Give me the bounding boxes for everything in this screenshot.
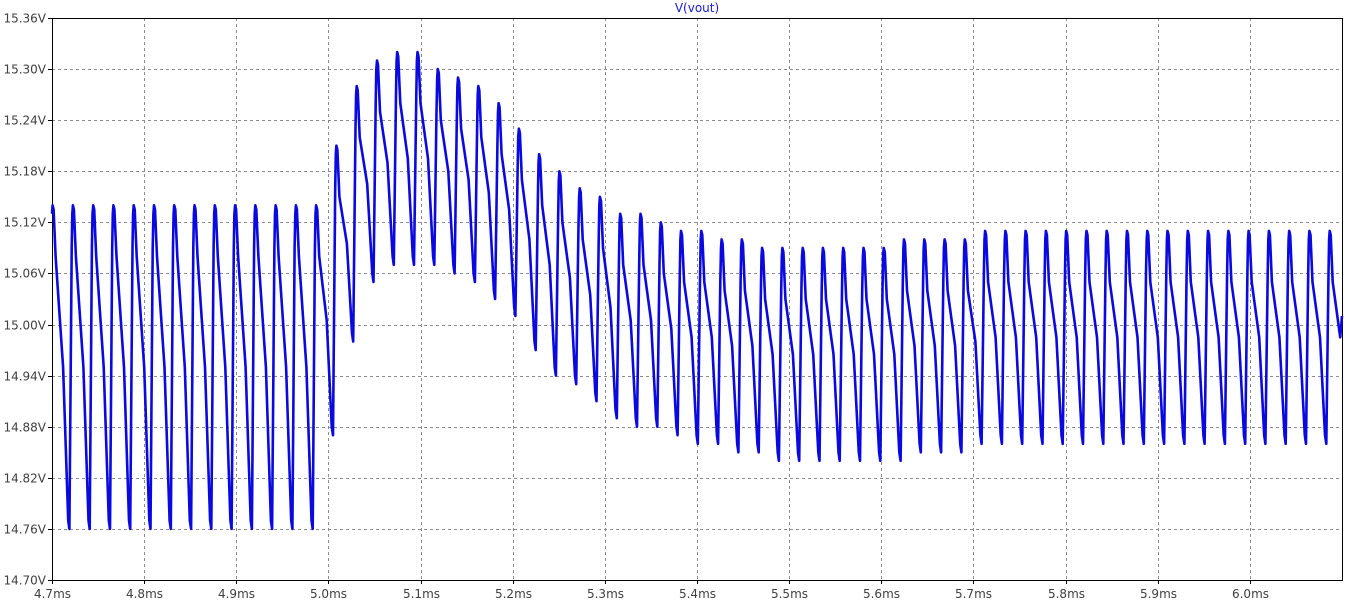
y-axis-ticks: 14.70V 14.76V 14.82V 14.88V 14.94V 15.00V 15.0… xyxy=(3,12,52,588)
y-tick-label: 14.94V xyxy=(3,370,46,384)
x-tick-label: 5.7ms xyxy=(955,587,992,601)
y-tick-label: 14.88V xyxy=(3,421,46,435)
x-tick-label: 4.9ms xyxy=(218,587,255,601)
y-tick-label: 14.76V xyxy=(3,523,46,537)
chart-title: V(vout) xyxy=(675,1,719,15)
y-tick-label: 15.12V xyxy=(3,216,46,230)
x-tick-label: 5.8ms xyxy=(1048,587,1085,601)
x-tick-label: 5.0ms xyxy=(310,587,347,601)
y-tick-label: 14.70V xyxy=(3,574,46,588)
x-tick-label: 5.5ms xyxy=(771,587,808,601)
x-tick-label: 5.9ms xyxy=(1140,587,1177,601)
y-tick-label: 15.00V xyxy=(3,319,46,333)
x-tick-label: 6.0ms xyxy=(1232,587,1269,601)
x-tick-label: 5.1ms xyxy=(403,587,440,601)
y-tick-label: 15.18V xyxy=(3,165,46,179)
y-tick-label: 15.24V xyxy=(3,114,46,128)
grid-lines xyxy=(52,18,1342,580)
x-tick-label: 5.6ms xyxy=(863,587,900,601)
y-tick-label: 15.06V xyxy=(3,267,46,281)
x-tick-label: 5.2ms xyxy=(495,587,532,601)
series-line-vout xyxy=(50,50,1344,531)
y-tick-label: 14.82V xyxy=(3,472,46,486)
x-axis-ticks: 4.7ms 4.8ms 4.9ms 5.0ms 5.1ms 5.2ms 5.3ms 5.4ms… xyxy=(34,580,1269,601)
y-tick-label: 15.36V xyxy=(3,12,46,26)
y-tick-label: 15.30V xyxy=(3,63,46,77)
x-tick-label: 5.3ms xyxy=(587,587,624,601)
x-tick-label: 4.8ms xyxy=(126,587,163,601)
x-tick-label: 4.7ms xyxy=(34,587,71,601)
x-tick-label: 5.4ms xyxy=(679,587,716,601)
